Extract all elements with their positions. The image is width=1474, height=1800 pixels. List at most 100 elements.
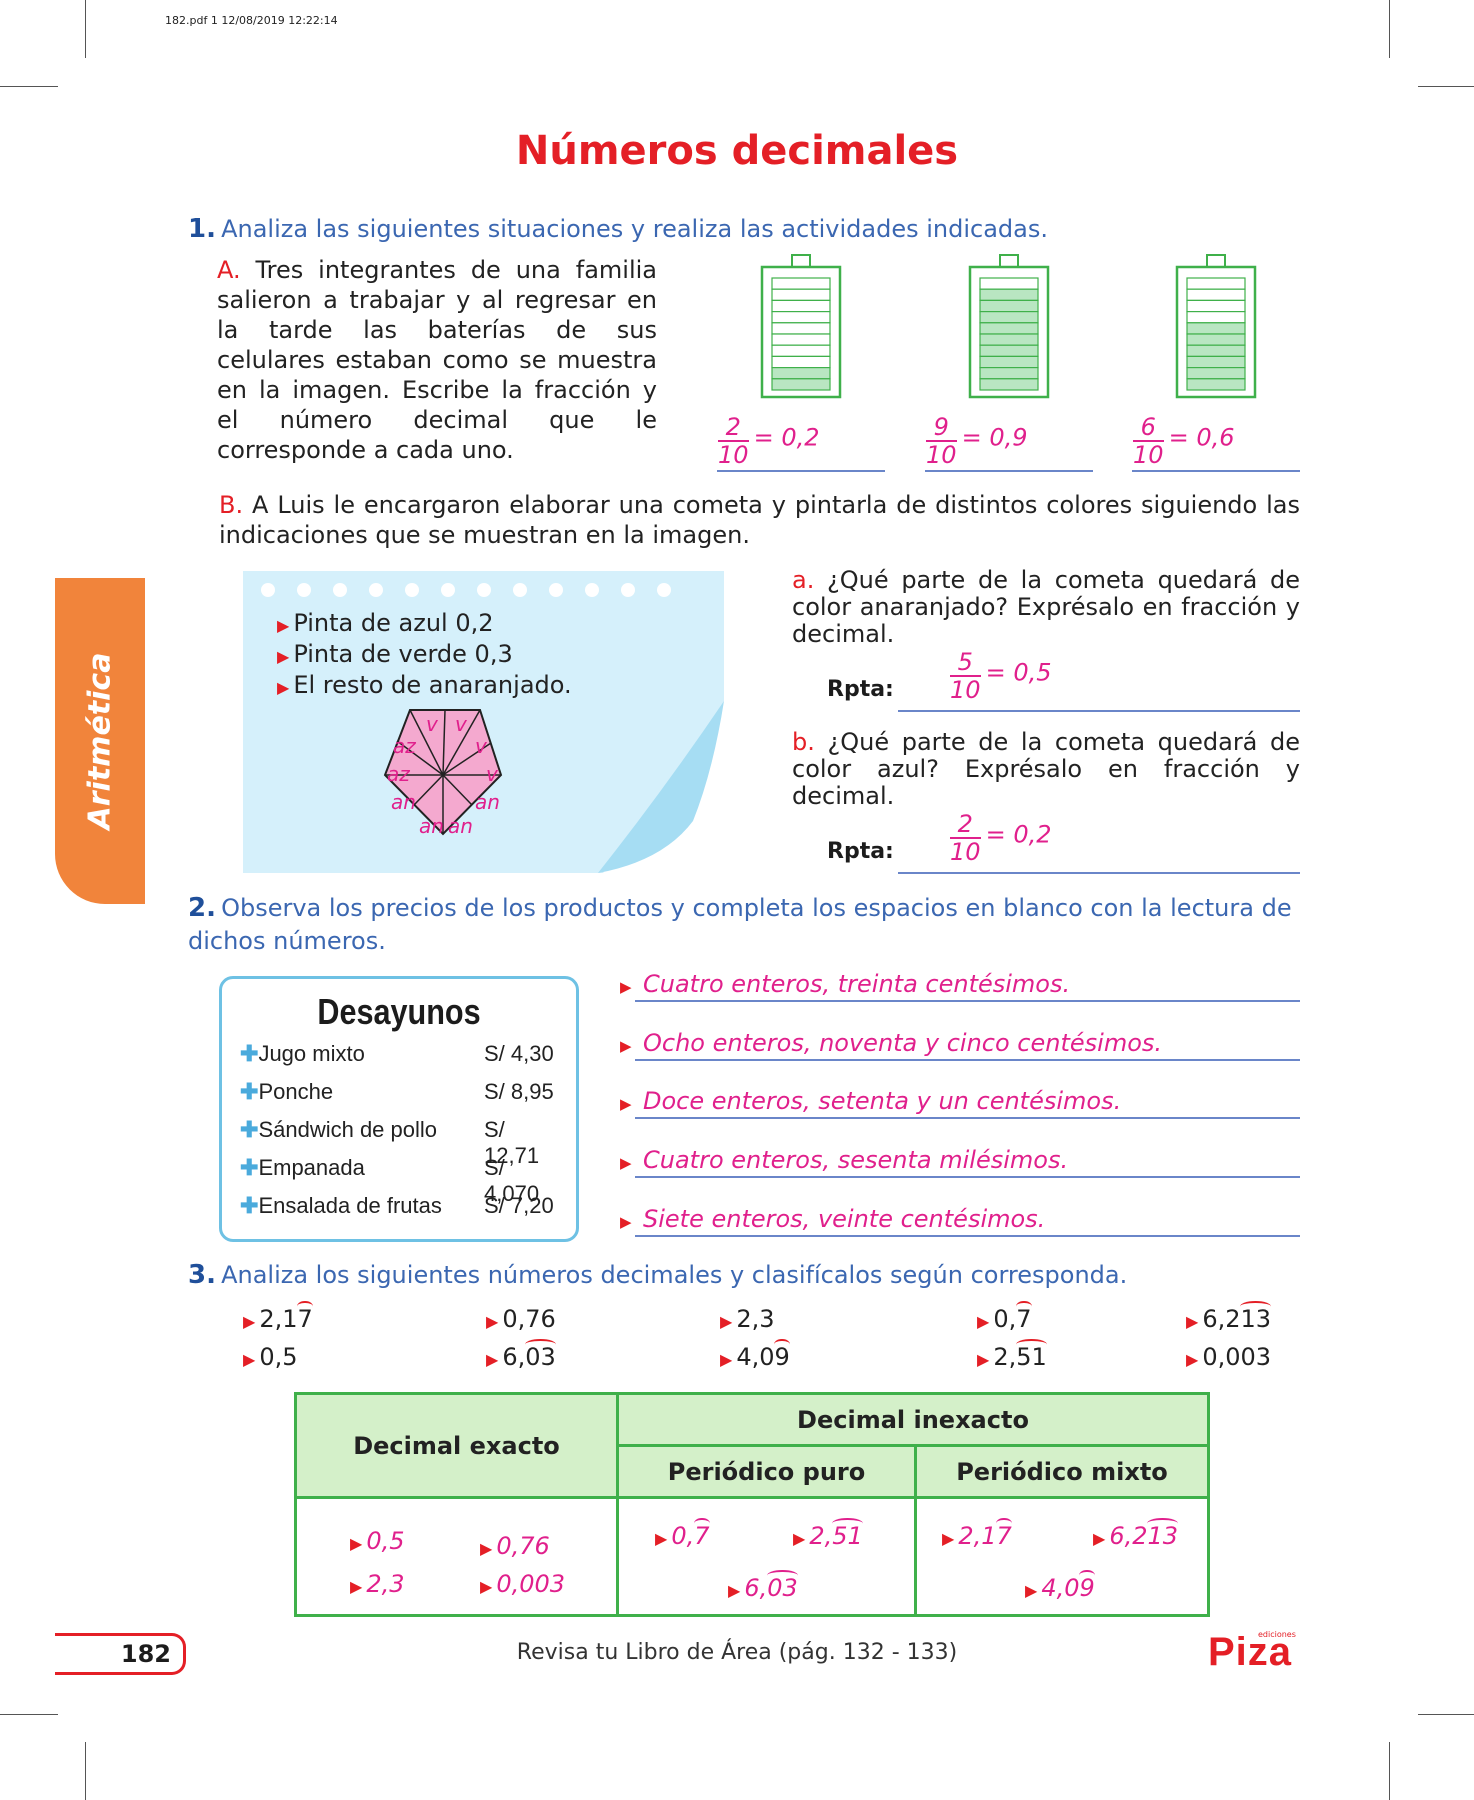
battery-answer-3: 6 10 = 0,6: [1133, 414, 1301, 468]
answer-exacto: ▶ 0,003: [480, 1570, 566, 1598]
menu-card: Desayunos ✚Jugo mixto S/ 4,30 ✚Ponche S/ 8…: [219, 976, 579, 1242]
battery-segment: [771, 333, 831, 346]
answer-line: [1132, 470, 1300, 472]
menu-row: ✚Ensalada de frutas S/ 7,20: [240, 1193, 554, 1218]
q3-heading: 3. Analiza los siguientes números decima…: [188, 1260, 1127, 1290]
fraction: 5 10: [950, 648, 981, 704]
bullet-icon: ▶: [620, 1037, 632, 1055]
fraction: 9 10: [926, 413, 957, 469]
battery-segment: [979, 299, 1039, 313]
crop-mark: [1418, 86, 1474, 87]
page-title: Números decimales: [515, 128, 959, 174]
fraction: 2 10: [950, 810, 981, 866]
q2-text: Observa los precios de los productos y c…: [188, 894, 1292, 955]
q1b-text: A Luis le encargaron elaborar una cometa…: [219, 491, 1300, 549]
decimal-number: ▶ 4,09: [720, 1339, 791, 1371]
crop-mark: [85, 1742, 86, 1800]
bullet-icon: ▶: [620, 978, 632, 996]
kite-label: an: [475, 790, 500, 814]
qb-block: b. ¿Qué parte de la cometa quedará de co…: [792, 729, 1300, 810]
crop-mark: [1418, 1714, 1474, 1715]
battery-segment: [771, 366, 831, 380]
crop-mark: [0, 1714, 58, 1715]
publisher-logo: Piza: [1208, 1630, 1293, 1674]
q1-number: 1.: [188, 214, 216, 244]
note-item: ▶ Pinta de verde 0,3: [277, 640, 513, 668]
battery-icon: [968, 254, 1050, 399]
batteries: [760, 254, 1257, 399]
decimal-number: ▶ 6,03: [486, 1339, 556, 1371]
battery-segment: [979, 333, 1039, 346]
q2-heading: 2. Observa los precios de los productos …: [188, 893, 1300, 959]
side-tab: Aritmética: [55, 578, 145, 904]
battery-segment: [979, 277, 1039, 290]
battery-segment: [1186, 333, 1246, 346]
battery-segment: [1186, 277, 1246, 290]
menu-row: ✚Empanada S/ 4,070: [240, 1155, 540, 1206]
header-puro: Periódico puro: [616, 1444, 917, 1499]
kite-label: v: [475, 734, 488, 758]
battery-segment: [1186, 322, 1246, 335]
battery-icon: [1175, 254, 1257, 399]
kite-drawing: v v v v an an an an az az: [383, 701, 724, 873]
answer-exacto: ▶ 2,3: [350, 1570, 405, 1598]
battery-segment: [1186, 288, 1246, 302]
header-inexacto: Decimal inexacto: [616, 1392, 1210, 1447]
q1a-block: A. Tres integrantes de una familia salie…: [217, 255, 657, 465]
kite-labels: v v v v an an an an az az: [387, 712, 500, 838]
reading-answer: Siete enteros, veinte centésimos.: [635, 1205, 1300, 1237]
battery-segment: [979, 310, 1039, 324]
qb-text: ¿Qué parte de la cometa quedará de color…: [792, 728, 1300, 810]
answer-line: [898, 710, 1300, 712]
decimal-number: ▶ 6,213: [1186, 1301, 1272, 1333]
bullet-icon: ▶: [620, 1154, 632, 1172]
crop-mark: [0, 86, 58, 87]
menu-row: ✚Sándwich de pollo S/ 12,71: [240, 1117, 540, 1168]
cell-exacto: [294, 1496, 619, 1617]
cell-puro: [616, 1496, 917, 1617]
q1-text: Analiza las siguientes situaciones y rea…: [221, 215, 1049, 243]
battery-segment: [771, 355, 831, 369]
answer-exacto: ▶ 0,5: [350, 1527, 405, 1555]
battery-segment: [771, 310, 831, 324]
battery-segment: [979, 288, 1039, 302]
q1a-text: Tres integrantes de una familia salieron…: [217, 256, 657, 464]
q2-number: 2.: [188, 893, 216, 923]
battery-segment: [771, 277, 831, 290]
decimal-number: ▶ 0,5: [243, 1343, 298, 1371]
decimal-number: ▶ 0,76: [486, 1305, 556, 1333]
decimal: = 0,9: [961, 423, 1028, 452]
fraction: 6 10: [1133, 413, 1164, 469]
q3-text: Analiza los siguientes números decimales…: [221, 1261, 1128, 1289]
decimal: = 0,6: [1168, 423, 1235, 452]
menu-row: ✚Ponche S/ 8,95: [240, 1079, 554, 1104]
bullet-icon: ▶: [620, 1213, 632, 1231]
answer-line: [717, 470, 885, 472]
battery-segment: [771, 378, 831, 391]
battery-segment: [979, 378, 1039, 391]
menu-title: Desayunos: [317, 991, 481, 1032]
battery-segment: [1186, 355, 1246, 369]
menu-row: ✚Jugo mixto S/ 4,30: [240, 1041, 554, 1066]
decimal-number: ▶ 2,17: [243, 1301, 314, 1333]
battery-segment: [771, 299, 831, 313]
battery-icon: [760, 254, 842, 399]
header-mixto: Periódico mixto: [914, 1444, 1210, 1499]
decimal-number: ▶ 0,7: [977, 1301, 1032, 1333]
note-item: ▶ Pinta de azul 0,2: [277, 609, 494, 637]
qa-label: a.: [792, 566, 815, 594]
reading-answer: Ocho enteros, noventa y cinco centésimos…: [635, 1029, 1300, 1061]
answer-line: [898, 872, 1300, 874]
reading-answer: Cuatro enteros, sesenta milésimos.: [635, 1146, 1300, 1178]
reading-answer: Cuatro enteros, treinta centésimos.: [635, 970, 1300, 1002]
decimal-number: ▶ 0,003: [1186, 1343, 1272, 1371]
q1-heading: 1. Analiza las siguientes situaciones y …: [188, 214, 1048, 244]
cell-mixto: [914, 1496, 1210, 1617]
classification-table: Decimal exacto Decimal inexacto Periódic…: [294, 1392, 1210, 1617]
battery-segment: [771, 344, 831, 357]
crop-mark: [1389, 1742, 1390, 1800]
publisher-logo-small: ediciones: [1258, 1630, 1296, 1639]
decimal-number: ▶ 2,51: [977, 1339, 1047, 1371]
instruction-note: ▶ Pinta de azul 0,2 ▶ Pinta de verde 0,3 ▶…: [243, 571, 724, 873]
crop-mark: [1389, 0, 1390, 58]
